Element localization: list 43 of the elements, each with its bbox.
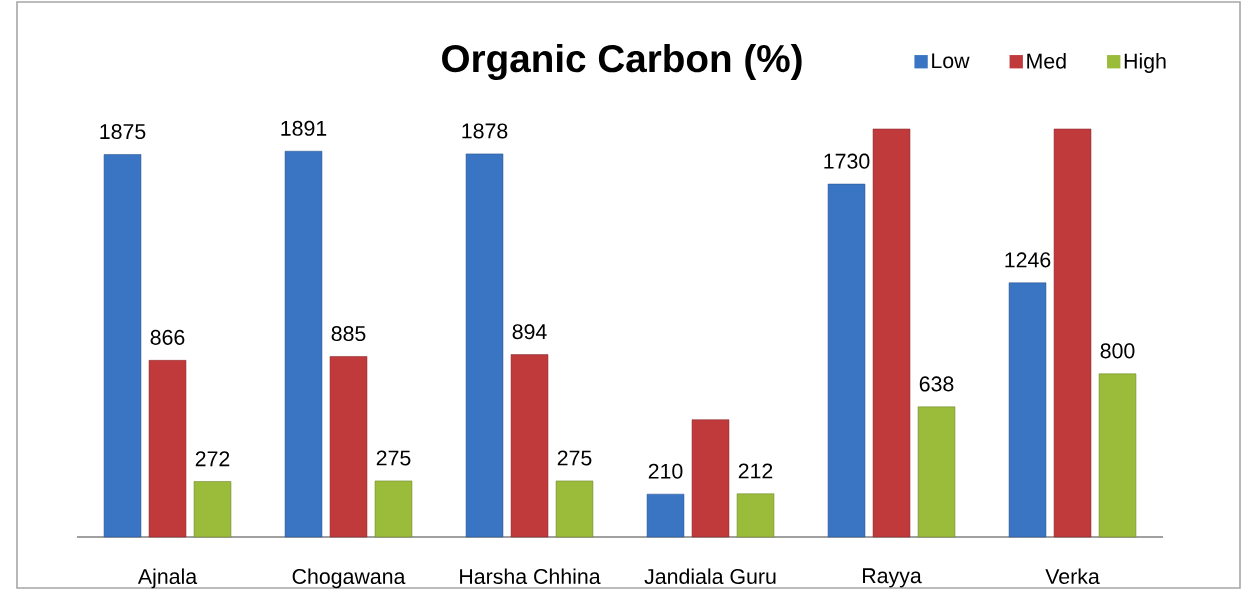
x-tick-label: Chogawana [292, 568, 406, 589]
data-label: 800 [1100, 343, 1135, 359]
data-label: 210 [648, 463, 683, 479]
chart-title: Organic Carbon (%) [442, 43, 802, 81]
legend-label: High [1124, 53, 1166, 73]
x-tick-label: Ajnala [137, 568, 198, 589]
bar [510, 354, 549, 538]
data-label: 275 [376, 450, 411, 466]
bar [465, 153, 504, 538]
bar [691, 419, 730, 538]
data-label: 1875 [100, 124, 146, 140]
data-label: 1730 [824, 153, 870, 169]
data-label: 1246 [1005, 252, 1051, 268]
bar [827, 183, 866, 538]
bar [329, 356, 368, 538]
data-label: 866 [150, 329, 185, 345]
bar [1098, 373, 1137, 538]
bar [917, 406, 956, 538]
legend-label: Low [932, 53, 970, 69]
bar [736, 493, 775, 538]
data-label: 894 [512, 324, 547, 340]
legend-label: Med [1027, 53, 1066, 69]
x-tick-label: Verka [1045, 568, 1100, 585]
bar [555, 480, 594, 538]
data-label: 1878 [462, 123, 508, 139]
data-label: 212 [738, 463, 773, 479]
data-label: 1891 [281, 120, 327, 136]
bar [1008, 282, 1047, 538]
x-tick-label: Rayya [863, 568, 922, 588]
bar [193, 481, 232, 538]
bar [872, 128, 911, 538]
x-tick-label: Harsha Chhina [460, 568, 601, 585]
data-label: 275 [557, 450, 592, 466]
data-label: 272 [195, 451, 230, 467]
bar [646, 493, 685, 538]
bar [284, 150, 323, 538]
bar [1053, 128, 1092, 538]
data-label: 885 [331, 325, 366, 342]
bar [148, 360, 187, 538]
bar [374, 480, 413, 538]
bar [103, 154, 142, 538]
x-tick-label: Jandiala Guru [644, 568, 776, 585]
data-label: 638 [919, 376, 954, 392]
